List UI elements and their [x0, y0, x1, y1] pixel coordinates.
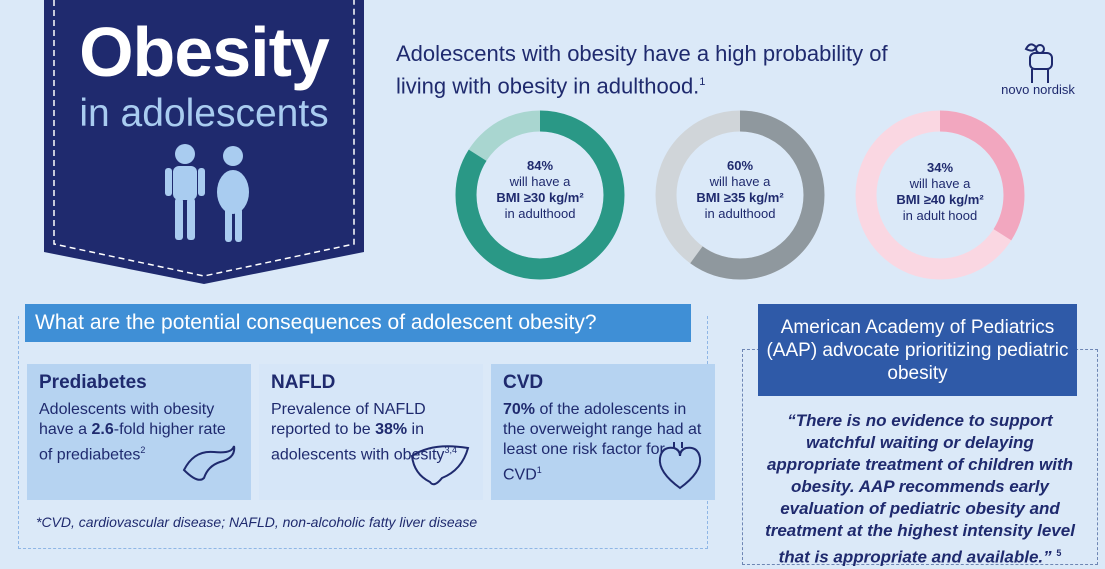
card-title: Prediabetes	[39, 372, 147, 393]
adolescents-icon	[165, 144, 249, 242]
heart-icon	[658, 442, 702, 490]
donut-chart-84	[455, 110, 625, 280]
aap-quote: “There is no evidence to support watchfu…	[765, 411, 1075, 567]
intro-text: Adolescents with obesity have a high pro…	[396, 41, 888, 99]
title-banner	[44, 0, 364, 284]
donut-label-34: 34% will have a BMI ≥40 kg/m² in adult hood	[896, 160, 984, 223]
card-title: NAFLD	[271, 372, 336, 393]
apis-bull-logo-icon	[1024, 43, 1053, 83]
card-cvd: CVD 70% of the adolescents in the overwe…	[491, 364, 715, 500]
consequences-heading: What are the potential consequences of a…	[25, 304, 691, 342]
logo-text: novo nordisk	[1001, 82, 1075, 97]
donut-chart-34	[855, 110, 1025, 280]
donut-label-60: 60% will have a BMI ≥35 kg/m² in adulthood	[696, 158, 784, 221]
donut-chart-60	[655, 110, 825, 280]
card-body: Prevalence of NAFLD reported to be 38% i…	[271, 401, 457, 464]
card-body: 70% of the adolescents in the overweight…	[503, 401, 702, 484]
pancreas-icon	[182, 445, 236, 481]
card-body: Adolescents with obesity have a 2.6-fold…	[39, 401, 226, 464]
banner-subtitle: in adolescents	[79, 92, 329, 135]
donut-label-84: 84% will have a BMI ≥30 kg/m² in adulthood	[496, 158, 584, 221]
card-title: CVD	[503, 372, 544, 393]
aap-title: American Academy of Pediatrics (AAP) adv…	[758, 304, 1077, 396]
card-prediabetes: Prediabetes Adolescents with obesity hav…	[27, 364, 251, 500]
banner-title: Obesity	[79, 13, 330, 91]
footnote: *CVD, cardiovascular disease; NAFLD, non…	[36, 514, 478, 530]
liver-icon	[410, 445, 470, 486]
